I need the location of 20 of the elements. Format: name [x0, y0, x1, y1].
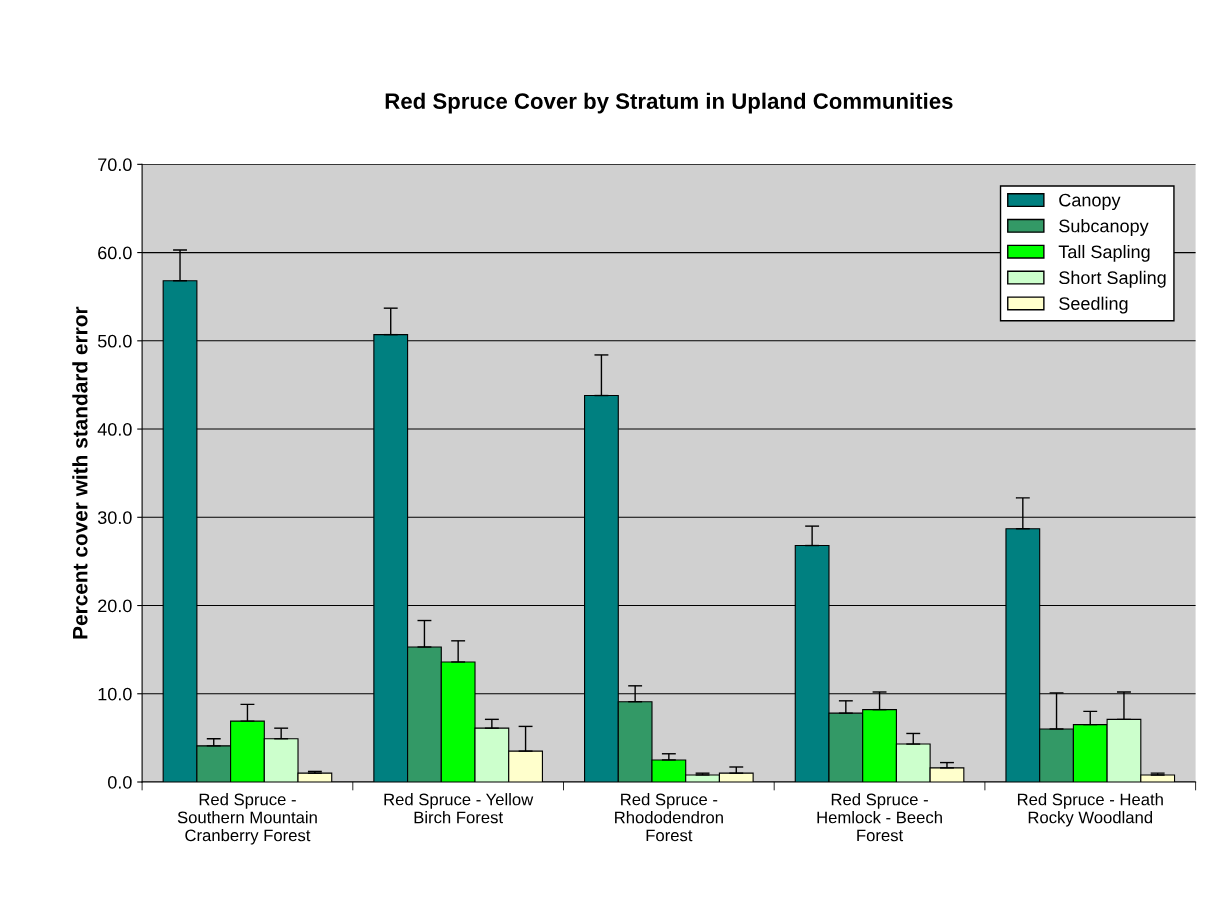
x-tick-label: Red Spruce - Rhododendron Forest: [615, 793, 723, 842]
legend-label: Subcanopy: [1059, 219, 1149, 236]
y-tick-label: 20.0: [98, 599, 132, 613]
y-axis-title: Percent cover with standard error: [72, 306, 88, 639]
y-tick-label: 0.0: [107, 775, 132, 789]
x-tick-label: Red Spruce - Hemlock - Beech Forest: [817, 793, 942, 842]
y-tick-label: 50.0: [97, 334, 132, 348]
legend-label: Canopy: [1059, 193, 1121, 211]
legend-label: Tall Sapling: [1058, 244, 1150, 262]
y-tick-label: 70.0: [98, 158, 132, 172]
x-tick-label: Red Spruce - Southern Mountain Cranberry Forest: [177, 793, 317, 845]
legend-label: Seedling: [1059, 296, 1128, 314]
y-tick-label: 40.0: [97, 422, 132, 436]
x-tick-label: Red Spruce - Heath Rocky Woodland: [1017, 793, 1163, 827]
legend-label: Short Sapling: [1059, 270, 1166, 288]
chart-title: Red Spruce Cover by Stratum in Upland Communities: [385, 92, 953, 114]
y-tick-label: 10.0: [98, 687, 132, 701]
y-tick-label: 60.0: [98, 246, 132, 260]
x-tick-label: Red Spruce - Yellow Birch Forest: [384, 793, 534, 824]
y-tick-label: 30.0: [97, 511, 132, 525]
